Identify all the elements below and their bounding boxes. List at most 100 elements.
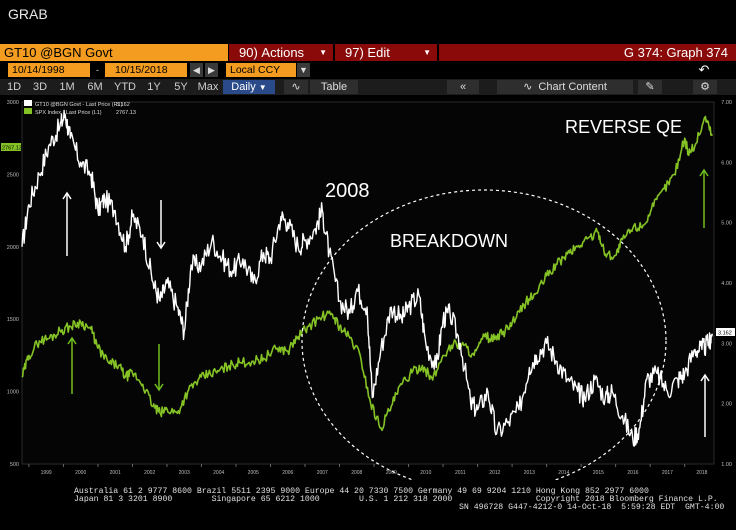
x-tick-label: 2011	[455, 470, 466, 476]
x-tick-label: 2007	[317, 470, 328, 476]
x-tick-label: 2017	[662, 470, 673, 476]
right-tick-label: 3.00	[721, 341, 732, 347]
gear-icon[interactable]: ⚙	[693, 80, 717, 94]
x-tick-label: 2001	[110, 470, 121, 476]
line-chart-icon[interactable]: ∿	[284, 80, 308, 94]
currency-select[interactable]: Local CCY	[226, 63, 296, 77]
edit-menu[interactable]: 97) Edit ▼	[335, 44, 437, 61]
spx-series-line	[21, 115, 713, 432]
gt10-last-tag	[716, 328, 735, 336]
range-ytd[interactable]: YTD	[114, 81, 136, 93]
period-label: Daily	[231, 81, 256, 93]
left-tick-label: 2500	[7, 172, 19, 178]
range-5y[interactable]: 5Y	[174, 81, 188, 93]
annotation-2008: 2008	[325, 180, 370, 202]
chart-content-label: Chart Content	[538, 81, 607, 93]
x-tick-label: 2000	[75, 470, 86, 476]
footer-line-1: Australia 61 2 9777 8600 Brazil 5511 239…	[74, 487, 649, 496]
chart-content-button[interactable]: ∿ Chart Content	[497, 80, 633, 94]
annotation-arrows	[62, 168, 710, 437]
x-tick-label: 2002	[144, 470, 155, 476]
grab-label: GRAB	[8, 6, 48, 22]
spx-last-tag	[1, 143, 21, 151]
range-1d[interactable]: 1D	[6, 81, 22, 93]
double-chevron-left-icon[interactable]: «	[447, 80, 479, 94]
annotation-reverse-qe: REVERSE QE	[565, 117, 682, 137]
right-tick-label: 6.00	[721, 160, 732, 166]
chevron-down-icon: ▼	[423, 48, 431, 57]
chevron-right-icon[interactable]: ▶	[205, 63, 218, 77]
legend-swatch-spx	[24, 108, 32, 114]
arrowhead-icon	[154, 383, 164, 392]
x-tick-label: 2014	[558, 470, 569, 476]
gt10-last-tag-text: 3.162	[718, 331, 732, 337]
plot-frame	[21, 101, 715, 465]
range-max[interactable]: Max	[197, 81, 219, 93]
x-tick-label: 1999	[41, 470, 52, 476]
left-axis: 3000 2500 2000 1500 1000 500	[7, 100, 19, 468]
x-tick-label: 2006	[282, 470, 293, 476]
undo-icon[interactable]: ↶	[698, 62, 710, 77]
period-select[interactable]: Daily ▼	[223, 80, 275, 94]
chart-area[interactable]: 3000 2500 2000 1500 1000 500 7.00 6.00 5.00 4.00…	[0, 96, 736, 493]
legend-gt10-value: 3.162	[116, 102, 130, 108]
edit-icon[interactable]: ✎	[638, 80, 662, 94]
range-6m[interactable]: 6M	[87, 81, 103, 93]
x-tick-label: 2018	[696, 470, 707, 476]
legend-spx-value: 2767.13	[116, 110, 136, 116]
legend-spx-label: SPX Index - Last Price (L1)	[35, 110, 102, 116]
chevron-left-icon[interactable]: ◀	[190, 63, 203, 77]
chevron-down-icon: ▼	[258, 83, 267, 92]
footer-line-3: SN 496728 G447-4212-0 14-Oct-18 5:59:28 …	[459, 503, 725, 512]
x-tick-label: 2003	[179, 470, 190, 476]
graph-title: G 374: Graph 374	[439, 44, 736, 61]
table-button[interactable]: Table	[310, 80, 358, 94]
left-tick-label: 1500	[7, 317, 19, 323]
chart-svg: 3000 2500 2000 1500 1000 500 7.00 6.00 5.00 4.00…	[1, 100, 735, 493]
left-tick-label: 2000	[7, 245, 19, 251]
right-axis: 7.00 6.00 5.00 4.00 3.00 2.00 1.00	[721, 100, 732, 468]
chevron-down-icon: ▼	[319, 48, 327, 57]
x-tick-label: 2004	[213, 470, 224, 476]
breakdown-ellipse	[301, 189, 667, 493]
right-tick-label: 7.00	[721, 100, 732, 106]
range-1m[interactable]: 1M	[59, 81, 75, 93]
left-tick-label: 3000	[7, 100, 19, 106]
chart-content-icon: ∿	[523, 81, 539, 93]
arrowhead-icon	[699, 168, 709, 177]
x-tick-label: 2009	[386, 470, 397, 476]
footer-line-2: Japan 81 3 3201 8900 Singapore 65 6212 1…	[74, 495, 718, 504]
edit-number: 97	[345, 45, 360, 60]
annotation-breakdown: BREAKDOWN	[390, 231, 508, 251]
footer: Australia 61 2 9777 8600 Brazil 5511 239…	[0, 480, 736, 530]
x-tick-label: 2015	[593, 470, 604, 476]
left-tick-label: 500	[10, 462, 19, 468]
arrowhead-icon	[62, 191, 72, 200]
x-tick-label: 2013	[524, 470, 535, 476]
end-date-field[interactable]: 10/15/2018	[105, 63, 187, 77]
actions-number: 90	[239, 45, 254, 60]
edit-label: Edit	[367, 45, 390, 60]
x-tick-label: 2016	[627, 470, 638, 476]
right-tick-label: 1.00	[721, 462, 732, 468]
arrowhead-icon	[67, 336, 77, 345]
right-tick-label: 4.00	[721, 281, 732, 287]
date-separator: -	[91, 63, 104, 77]
actions-menu[interactable]: 90) Actions ▼	[229, 44, 333, 61]
x-tick-label: 2005	[248, 470, 259, 476]
chevron-down-icon[interactable]: ▼	[297, 63, 310, 77]
arrowhead-icon	[700, 373, 710, 382]
right-tick-label: 2.00	[721, 402, 732, 408]
x-tick-label: 2012	[489, 470, 500, 476]
x-tick-label: 2010	[420, 470, 431, 476]
left-tick-label: 1000	[7, 390, 19, 396]
right-tick-label: 5.00	[721, 221, 732, 227]
actions-label: Actions	[261, 45, 305, 60]
security-field[interactable]: GT10 @BGN Govt	[0, 44, 228, 61]
range-3d[interactable]: 3D	[32, 81, 48, 93]
gt10-series-line	[21, 109, 713, 447]
start-date-field[interactable]: 10/14/1998	[8, 63, 90, 77]
x-axis: 1999 2000 2001 2002 2003 2004 2005 2006 2007 2008…	[28, 464, 708, 476]
range-1y[interactable]: 1Y	[147, 81, 161, 93]
legend-swatch-gt10	[24, 100, 32, 106]
